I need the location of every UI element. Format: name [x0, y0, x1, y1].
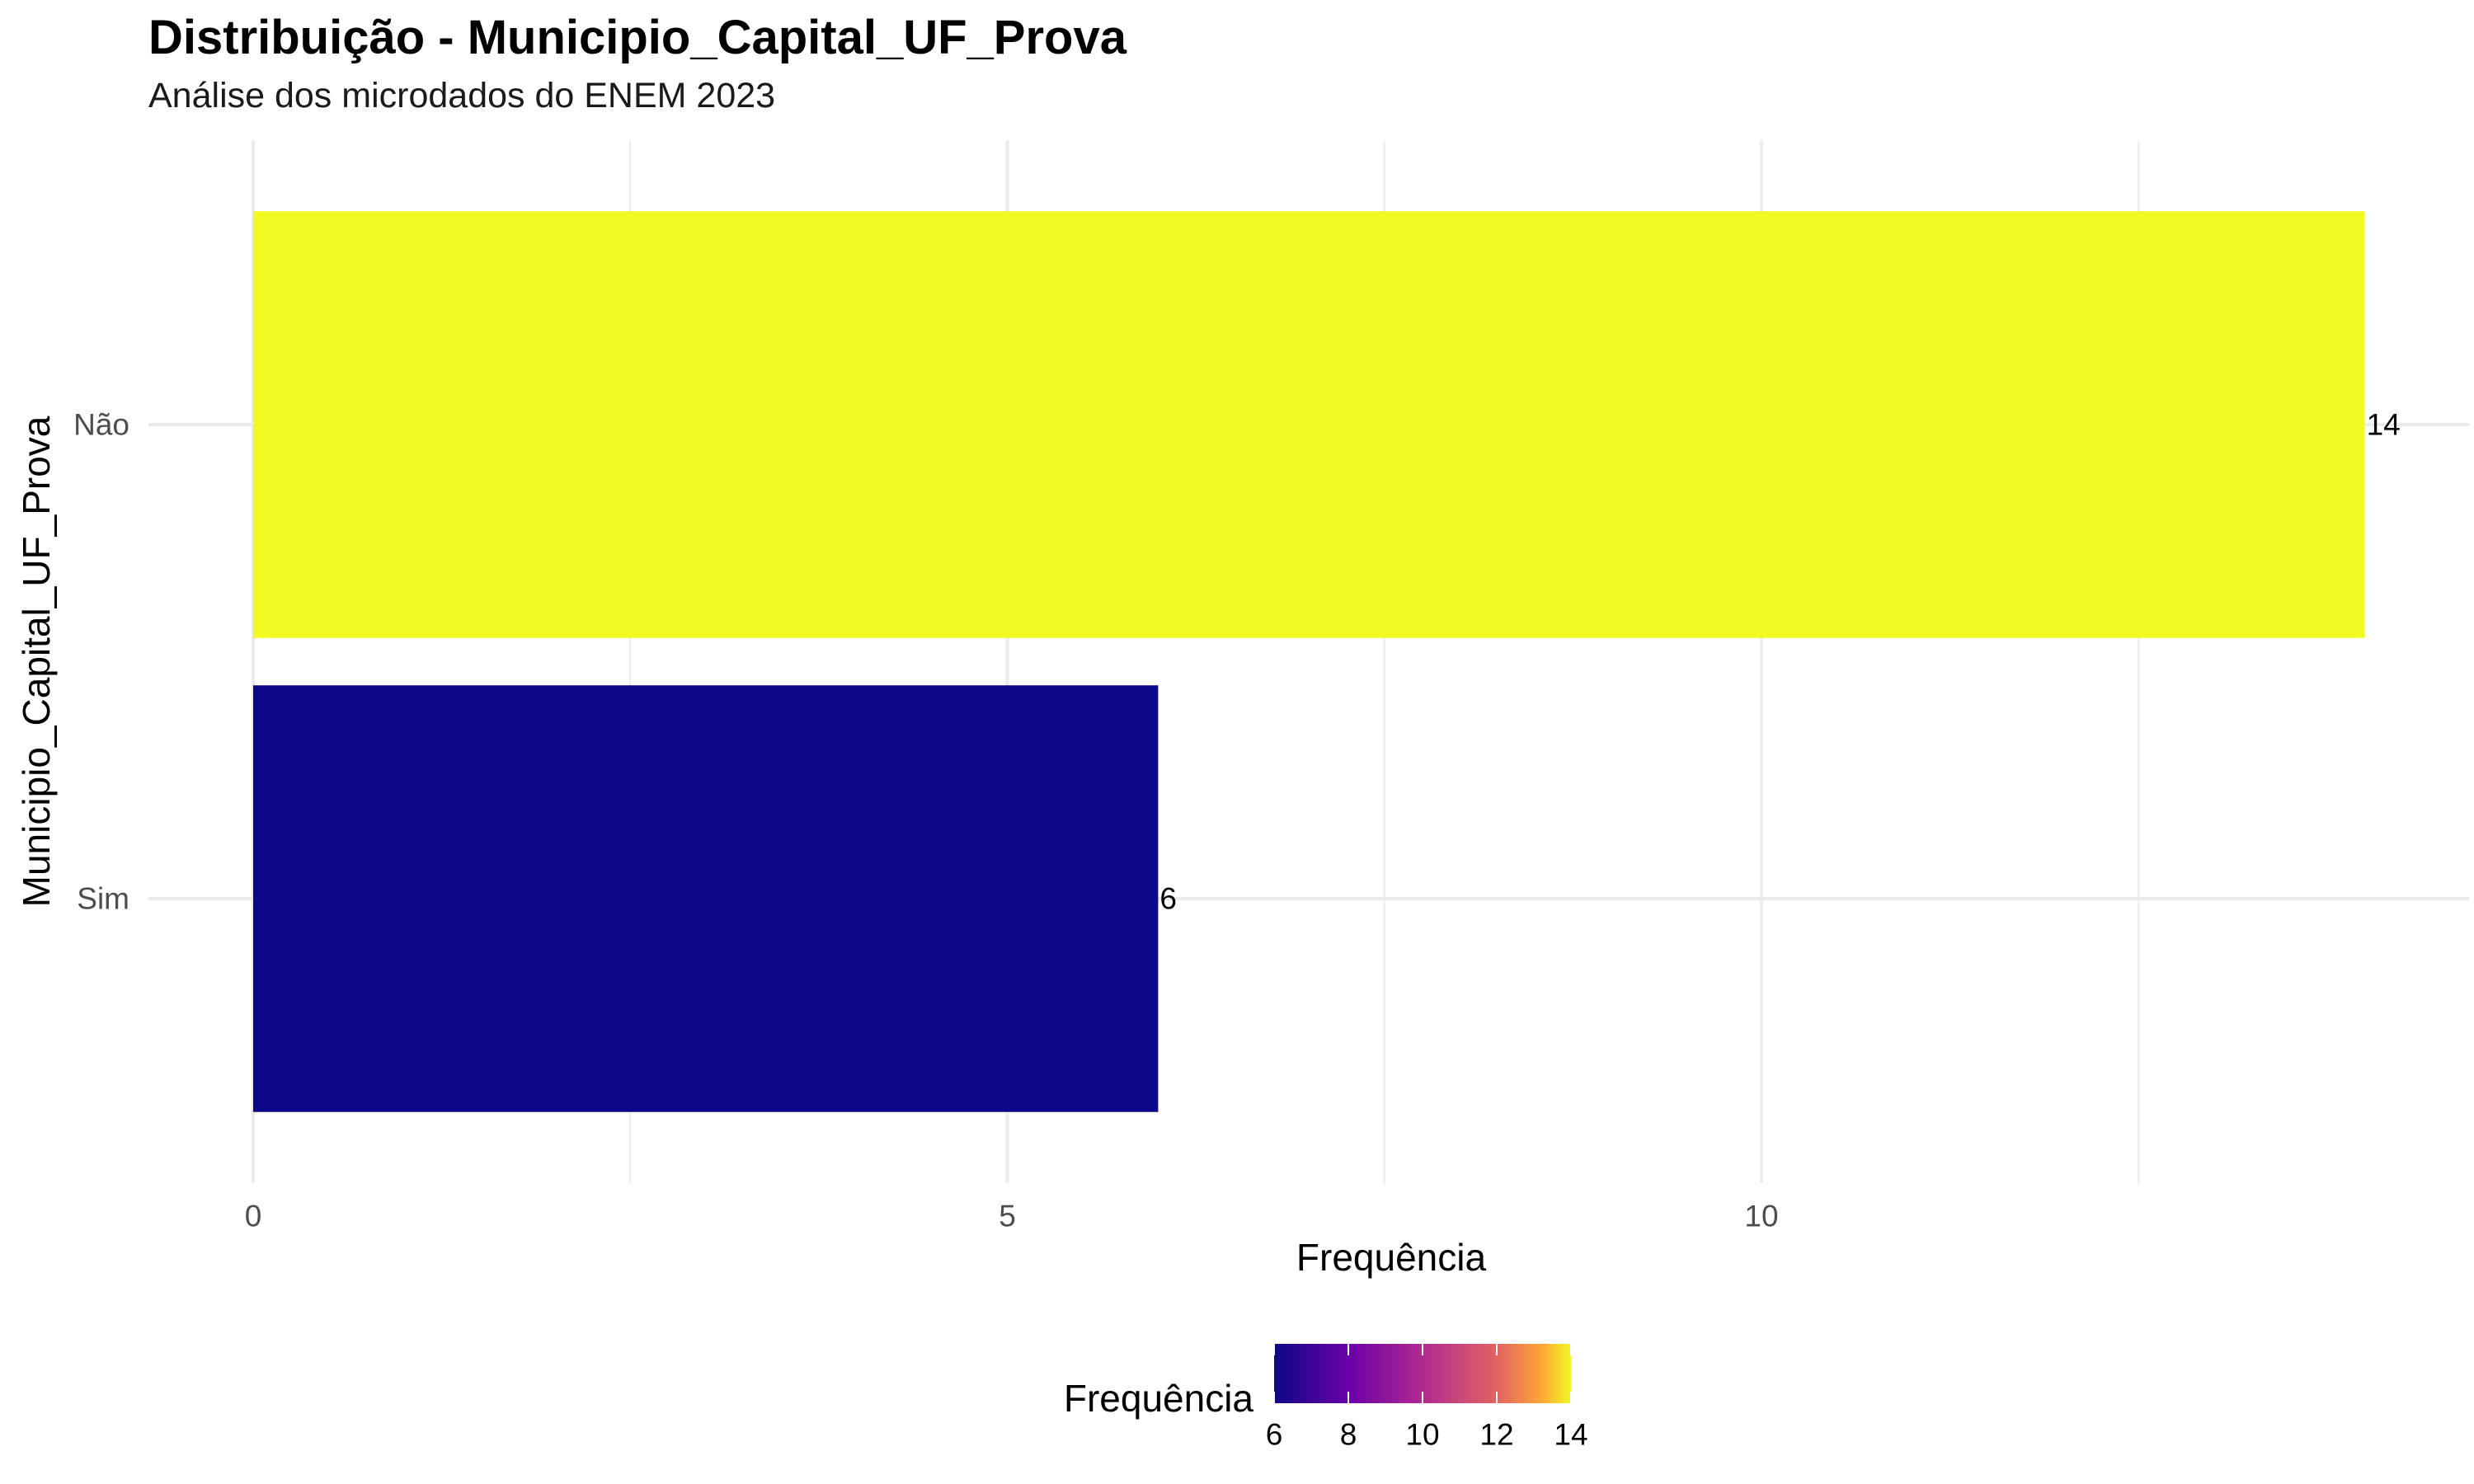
- bar-1: [253, 211, 2365, 638]
- legend-tick-label: 8: [1340, 1418, 1357, 1452]
- data-label: 6: [1159, 882, 1177, 916]
- bar-2: [253, 685, 1159, 1112]
- legend-tick-label: 6: [1266, 1418, 1283, 1452]
- legend-tick-label: 12: [1479, 1418, 1513, 1452]
- chart-title: Distribuição - Municipio_Capital_UF_Prov…: [148, 11, 1126, 64]
- x-tick-label: 5: [999, 1200, 1016, 1233]
- y-axis: Não Sim Municipio_Capital_UF_Prova: [15, 408, 129, 916]
- y-tick-label: Não: [73, 408, 129, 442]
- legend: Frequência 6 8 10 12 14: [1064, 1344, 1588, 1452]
- x-axis-title: Frequência: [1296, 1236, 1487, 1279]
- chart-subtitle: Análise dos microdados do ENEM 2023: [148, 76, 776, 115]
- x-tick-label: 10: [1744, 1200, 1778, 1233]
- x-tick-label: 0: [245, 1200, 262, 1233]
- bars: [253, 211, 2365, 1112]
- data-label: 14: [2367, 408, 2401, 442]
- data-labels: 14 6: [1159, 408, 2400, 916]
- y-axis-title: Municipio_Capital_UF_Prova: [15, 416, 58, 907]
- legend-tick-label: 10: [1405, 1418, 1439, 1452]
- y-tick-label: Sim: [77, 882, 129, 916]
- x-axis: 0 5 10 Frequência: [245, 1200, 1779, 1280]
- legend-tick-label: 14: [1554, 1418, 1587, 1452]
- legend-title: Frequência: [1064, 1377, 1254, 1420]
